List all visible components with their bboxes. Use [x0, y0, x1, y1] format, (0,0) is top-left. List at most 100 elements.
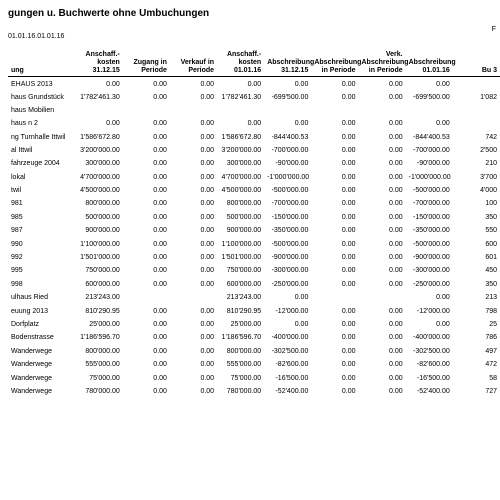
row-label: 995 [8, 266, 76, 276]
cell: 2'500 [453, 146, 500, 156]
table-row: Dorfplatz25'000.000.000.0025'000.000.000… [8, 320, 500, 330]
cell: 0.00 [170, 320, 217, 330]
row-label: Wanderwege [8, 387, 76, 397]
cell: 0.00 [123, 133, 170, 143]
cell: 4'500'000.00 [217, 186, 264, 196]
cell: 350 [453, 280, 500, 290]
cell: 800'000.00 [217, 347, 264, 357]
cell: 0.00 [170, 213, 217, 223]
cell: 900'000.00 [76, 226, 123, 236]
cell: 1'082 [453, 93, 500, 103]
cell: 1'586'672.80 [76, 133, 123, 143]
cell: 0.00 [123, 333, 170, 343]
cell: -844'400.53 [406, 133, 453, 143]
cell: 555'000.00 [76, 360, 123, 370]
cell: -302'500.00 [264, 347, 311, 357]
cell: -699'500.00 [264, 93, 311, 103]
cell: 780'000.00 [76, 387, 123, 397]
cell: 0.00 [170, 159, 217, 169]
cell: 810'290.95 [217, 307, 264, 317]
table-row: haus n 20.000.000.000.000.000.000.000.00 [8, 119, 500, 129]
cell: 742 [453, 133, 500, 143]
cell: 0.00 [311, 226, 358, 236]
cell: 0.00 [123, 119, 170, 129]
page-marker: F [492, 26, 496, 33]
cell: 213'243.00 [217, 293, 264, 303]
row-label: fahrzeuge 2004 [8, 159, 76, 169]
cell: 555'000.00 [217, 360, 264, 370]
cell: 0.00 [170, 119, 217, 129]
cell: 1'100'000.00 [217, 240, 264, 250]
col-8: Abschreibung 01.01.16 [406, 50, 453, 77]
cell: -350'000.00 [264, 226, 311, 236]
cell: -500'000.00 [264, 186, 311, 196]
cell: 0.00 [123, 320, 170, 330]
cell: 0.00 [123, 186, 170, 196]
row-label: haus Grundstück [8, 93, 76, 103]
cell: -16'500.00 [406, 374, 453, 384]
cell: 798 [453, 307, 500, 317]
cell: -700'000.00 [406, 199, 453, 209]
row-label: EHAUS 2013 [8, 80, 76, 90]
cell: -1'000'000.00 [264, 173, 311, 183]
cell: 4'500'000.00 [76, 186, 123, 196]
cell: 350 [453, 213, 500, 223]
cell: 600 [453, 240, 500, 250]
cell: -90'000.00 [264, 159, 311, 169]
cell: 0.00 [264, 119, 311, 129]
cell: 0.00 [123, 280, 170, 290]
table-row: EHAUS 20130.000.000.000.000.000.000.000.… [8, 80, 500, 90]
cell: 0.00 [311, 80, 358, 90]
cell: 0.00 [217, 80, 264, 90]
cell: 0.00 [123, 213, 170, 223]
row-label: twil [8, 186, 76, 196]
cell: 0.00 [358, 280, 405, 290]
cell: 0.00 [170, 199, 217, 209]
cell [453, 119, 500, 129]
cell: 0.00 [406, 80, 453, 90]
cell: -16'500.00 [264, 374, 311, 384]
cell: 601 [453, 253, 500, 263]
cell: 0.00 [311, 199, 358, 209]
cell [311, 293, 358, 303]
table-row: twil4'500'000.000.000.004'500'000.00-500… [8, 186, 500, 196]
cell: 0.00 [358, 226, 405, 236]
cell: 0.00 [170, 80, 217, 90]
cell: 0.00 [170, 387, 217, 397]
cell [453, 80, 500, 90]
cell: 600'000.00 [76, 280, 123, 290]
cell: 0.00 [170, 133, 217, 143]
row-label: 987 [8, 226, 76, 236]
cell: 0.00 [170, 173, 217, 183]
table-row: 985500'000.000.000.00500'000.00-150'000.… [8, 213, 500, 223]
cell: 800'000.00 [76, 347, 123, 357]
cell: -500'000.00 [406, 186, 453, 196]
cell [453, 106, 500, 116]
row-label: ulhaus Ried [8, 293, 76, 303]
cell: 1'586'672.80 [217, 133, 264, 143]
cell: 0.00 [76, 80, 123, 90]
cell: -1'000'000.00 [406, 173, 453, 183]
row-label: Wanderwege [8, 347, 76, 357]
cell: 0.00 [170, 93, 217, 103]
cell: 497 [453, 347, 500, 357]
cell: 0.00 [123, 307, 170, 317]
cell: 450 [453, 266, 500, 276]
cell: 0.00 [170, 360, 217, 370]
cell: 1'501'000.00 [76, 253, 123, 263]
cell: 0.00 [170, 333, 217, 343]
table-row: haus Grundstück1'782'461.300.000.001'782… [8, 93, 500, 103]
row-label: al Ittwil [8, 146, 76, 156]
cell: 213 [453, 293, 500, 303]
cell: 0.00 [358, 387, 405, 397]
cell: 1'501'000.00 [217, 253, 264, 263]
table-row: Wanderwege780'000.000.000.00780'000.00-5… [8, 387, 500, 397]
cell: 0.00 [311, 133, 358, 143]
row-label: 990 [8, 240, 76, 250]
cell: 0.00 [358, 374, 405, 384]
cell: -12'000.00 [264, 307, 311, 317]
cell: 0.00 [123, 374, 170, 384]
cell: -350'000.00 [406, 226, 453, 236]
asset-table: ung Anschaff.-kosten 31.12.15 Zugang in … [8, 50, 500, 400]
cell: 0.00 [406, 293, 453, 303]
